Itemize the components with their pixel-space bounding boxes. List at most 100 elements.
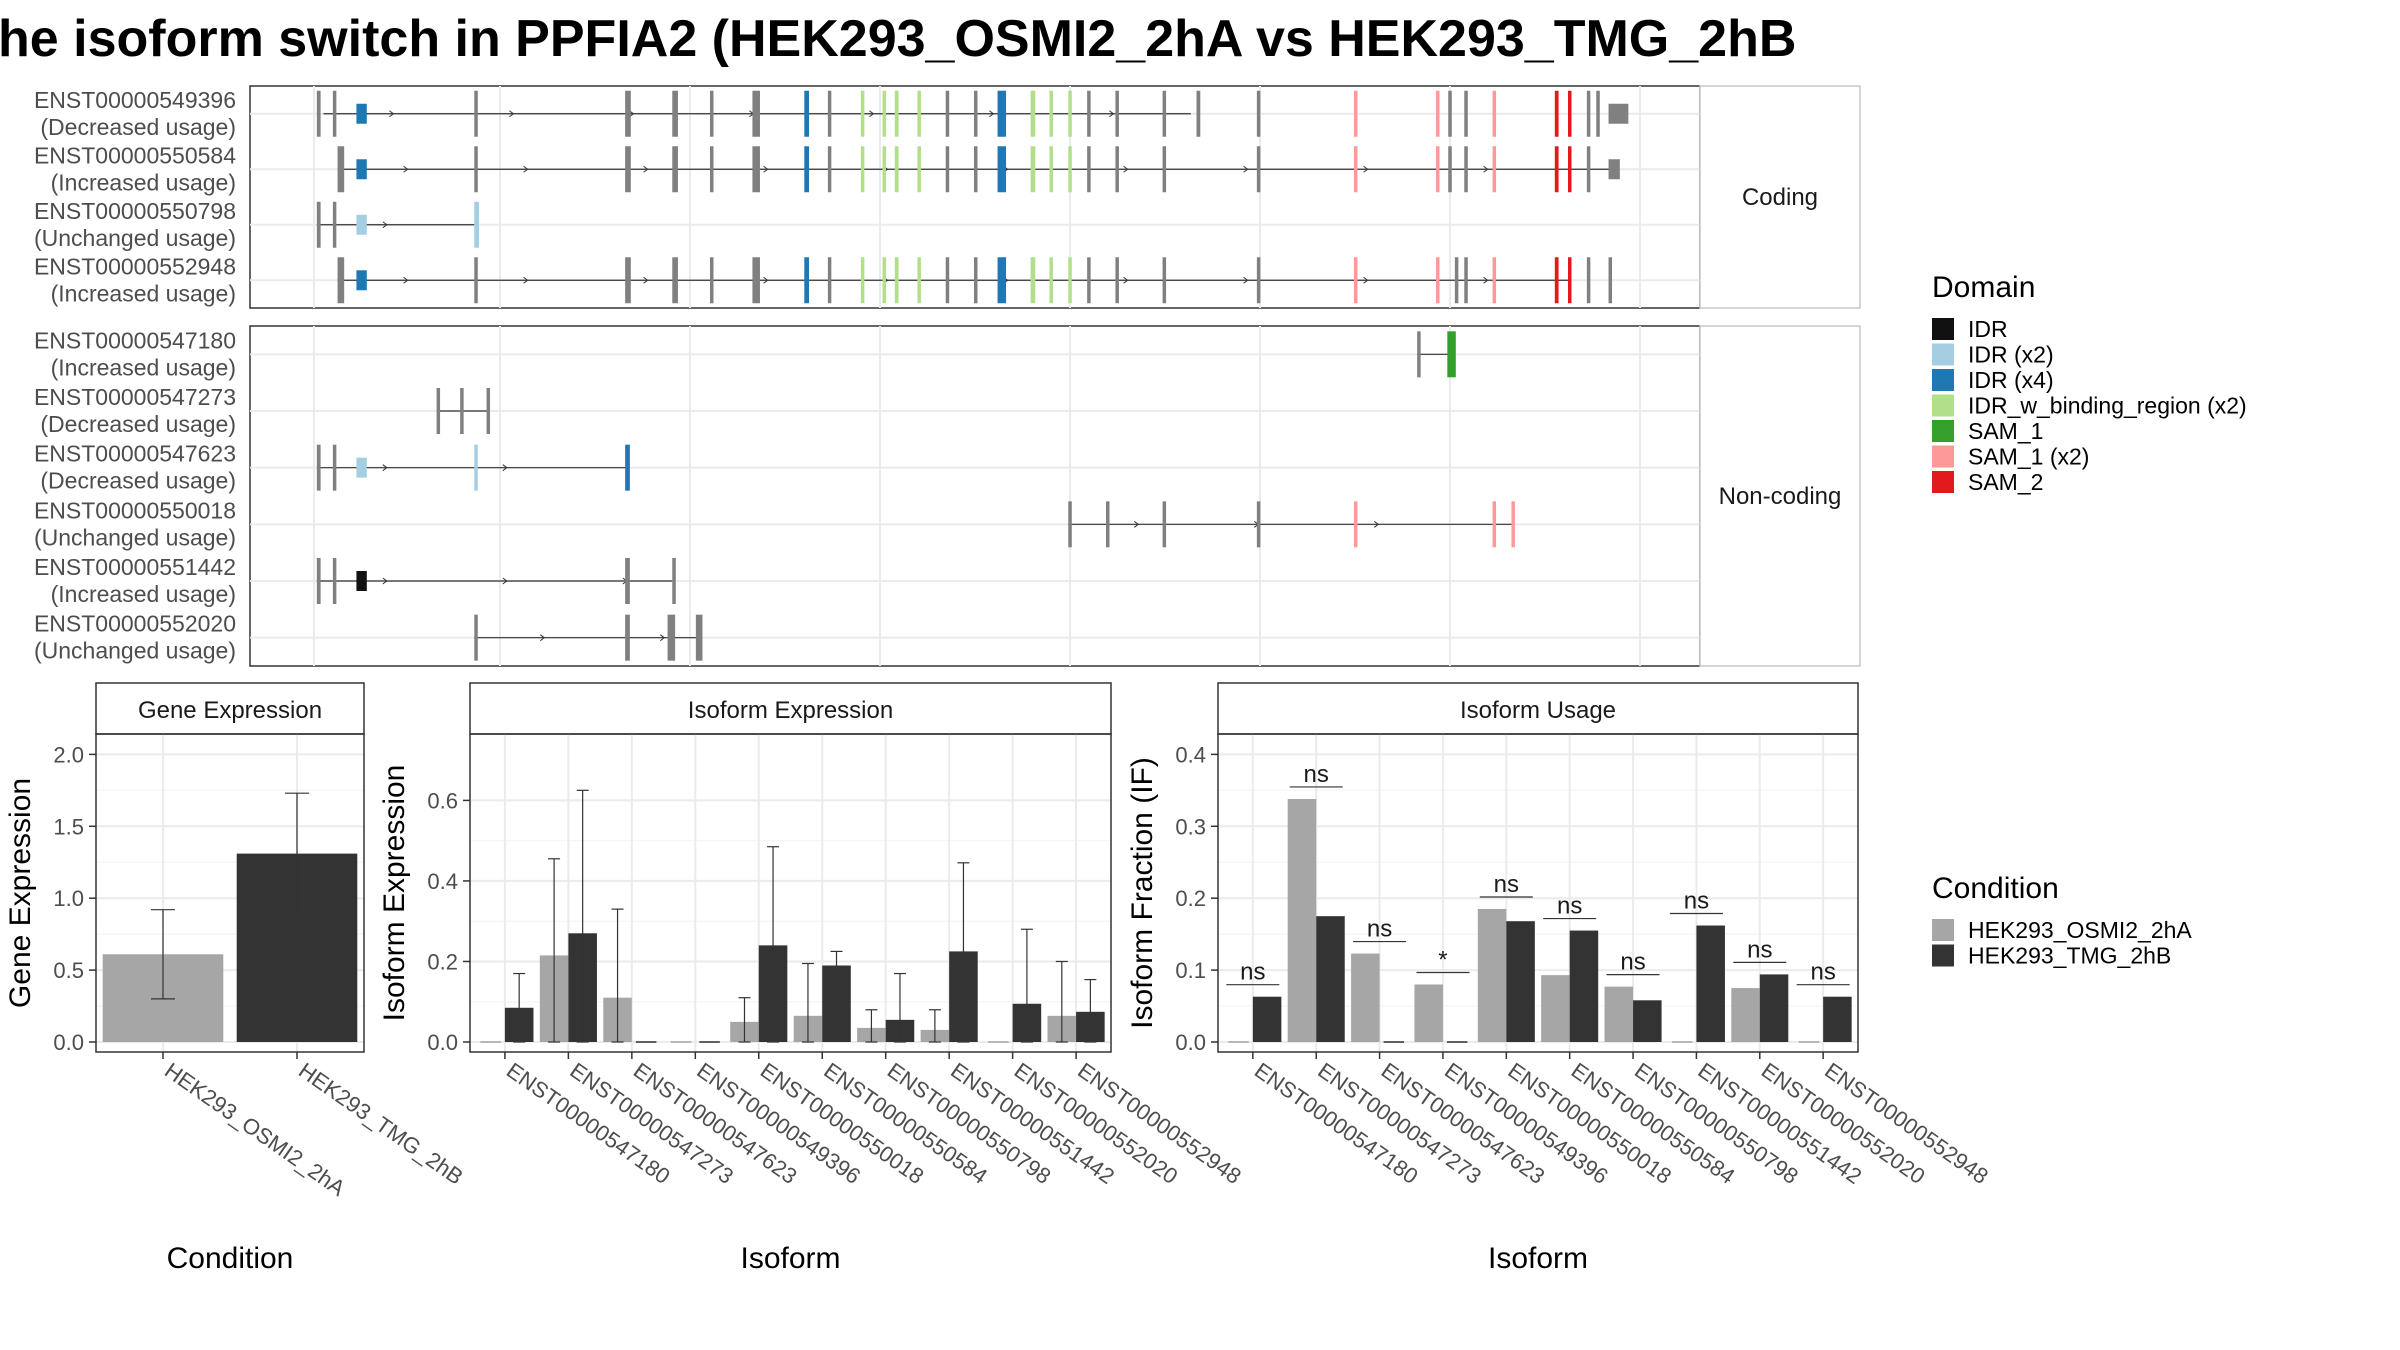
exon <box>1554 257 1559 304</box>
exon <box>667 614 676 661</box>
significance-label: ns <box>1684 888 1709 915</box>
strand-arrow <box>509 110 515 118</box>
transcript-usage-label: (Increased usage) <box>51 581 236 607</box>
panel-title: Isoform Expression <box>688 697 893 724</box>
exon <box>974 257 978 304</box>
exon <box>1492 90 1497 137</box>
panel-1: Isoform Expression0.00.20.40.6ENST000005… <box>378 682 1246 1275</box>
significance-label: ns <box>1240 959 1265 986</box>
bar-ENST00000550584 <box>1541 975 1570 1042</box>
exon <box>337 257 345 304</box>
bar-ENST00000547273 <box>1287 798 1317 1042</box>
exon <box>460 388 464 434</box>
exon <box>474 444 478 491</box>
strand-arrow <box>389 110 395 118</box>
y-tick-label: 0.5 <box>53 958 84 983</box>
exon <box>997 257 1007 304</box>
transcript-usage-label: (Increased usage) <box>51 280 236 306</box>
exon <box>1417 331 1421 378</box>
exon <box>625 90 631 137</box>
exon <box>695 614 703 661</box>
x-axis-title: Isoform <box>740 1242 840 1275</box>
strand-arrow <box>989 110 995 118</box>
exon <box>486 388 491 434</box>
exon <box>337 146 345 193</box>
exon <box>1256 146 1261 193</box>
exon <box>710 257 714 304</box>
exon <box>1436 90 1440 137</box>
exon <box>316 201 321 248</box>
bar-ENST00000550798 <box>1604 986 1634 1042</box>
bar-panels: Gene Expression0.00.51.01.52.0HEK293_OSM… <box>4 682 1993 1275</box>
exon <box>1256 501 1261 548</box>
exon <box>356 159 367 180</box>
panel-border <box>469 733 1112 1053</box>
exon <box>752 146 760 193</box>
exon <box>1492 257 1497 304</box>
transcript-id-label: ENST00000547180 <box>34 327 236 353</box>
transcript-ENST00000549396 <box>316 90 1629 137</box>
exon <box>1087 146 1091 193</box>
transcript-usage-label: (Increased usage) <box>51 354 236 380</box>
exon <box>672 558 676 604</box>
legend-domain-key <box>1932 420 1954 442</box>
exon <box>860 257 865 304</box>
strand-arrow <box>1123 276 1129 284</box>
exon <box>752 90 760 137</box>
transcript-ENST00000552948 <box>337 257 1613 304</box>
panel-strip <box>1217 682 1859 735</box>
legend-condition-key <box>1932 919 1954 941</box>
bar-ENST00000550018 <box>1506 921 1535 1042</box>
y-axis-title: Isoform Expression <box>378 765 411 1022</box>
bar-ENST00000547180 <box>1252 996 1282 1042</box>
significance-label: ns <box>1557 893 1582 920</box>
exon <box>474 614 478 661</box>
bar-ENST00000549396 <box>1414 984 1443 1042</box>
transcript-ENST00000547623 <box>316 444 630 491</box>
transcript-id-label: ENST00000552020 <box>34 611 236 637</box>
facet-strip-coding <box>1699 85 1861 309</box>
exon <box>1115 146 1119 193</box>
exon <box>804 90 809 137</box>
exon <box>436 388 441 434</box>
transcript-ENST00000551442 <box>316 558 676 604</box>
exon <box>625 444 630 491</box>
exon <box>625 558 630 604</box>
exon <box>997 90 1007 137</box>
strand-arrow <box>1483 276 1489 284</box>
exon <box>1106 501 1110 548</box>
exon <box>1068 90 1072 137</box>
legend-condition-label: HEK293_OSMI2_2hA <box>1968 917 2192 943</box>
y-tick-label: 0.4 <box>1175 742 1206 767</box>
exon <box>1596 90 1600 137</box>
exon <box>474 146 478 193</box>
strand-arrow <box>382 464 388 472</box>
facet-panel-noncoding <box>249 325 1701 667</box>
y-tick-label: 0.1 <box>1175 958 1206 983</box>
transcript-id-label: ENST00000549396 <box>34 87 236 113</box>
significance-label: ns <box>1747 936 1772 963</box>
transcript-id-label: ENST00000551442 <box>34 554 236 580</box>
legend-domain-label: IDR_w_binding_region (x2) <box>1968 393 2247 419</box>
exon <box>1464 90 1468 137</box>
exon <box>1586 90 1591 137</box>
legend-domain-label: SAM_2 <box>1968 469 2043 495</box>
exon <box>1256 257 1261 304</box>
significance-label: ns <box>1620 949 1645 976</box>
transcript-id-label: ENST00000550018 <box>34 497 236 523</box>
strand-arrow <box>502 577 508 585</box>
exon <box>625 614 630 661</box>
legend-domain-label: IDR <box>1968 316 2008 342</box>
legend-domain-key <box>1932 318 1954 340</box>
panel-2: Isoform Usage 0.0 0.1 0.2 0.3 0.4 ns ns ns * ns ns n… <box>1126 682 1993 1275</box>
y-tick-label: 0.2 <box>1175 886 1206 911</box>
exon <box>1030 257 1036 304</box>
strand-arrow <box>869 110 875 118</box>
exon <box>1608 103 1629 124</box>
exon <box>1464 257 1468 304</box>
exon <box>1608 257 1613 304</box>
transcript-ENST00000552020 <box>474 614 703 661</box>
exon <box>1068 501 1072 548</box>
strand-arrow <box>659 634 666 642</box>
panel-title: Gene Expression <box>138 697 322 724</box>
